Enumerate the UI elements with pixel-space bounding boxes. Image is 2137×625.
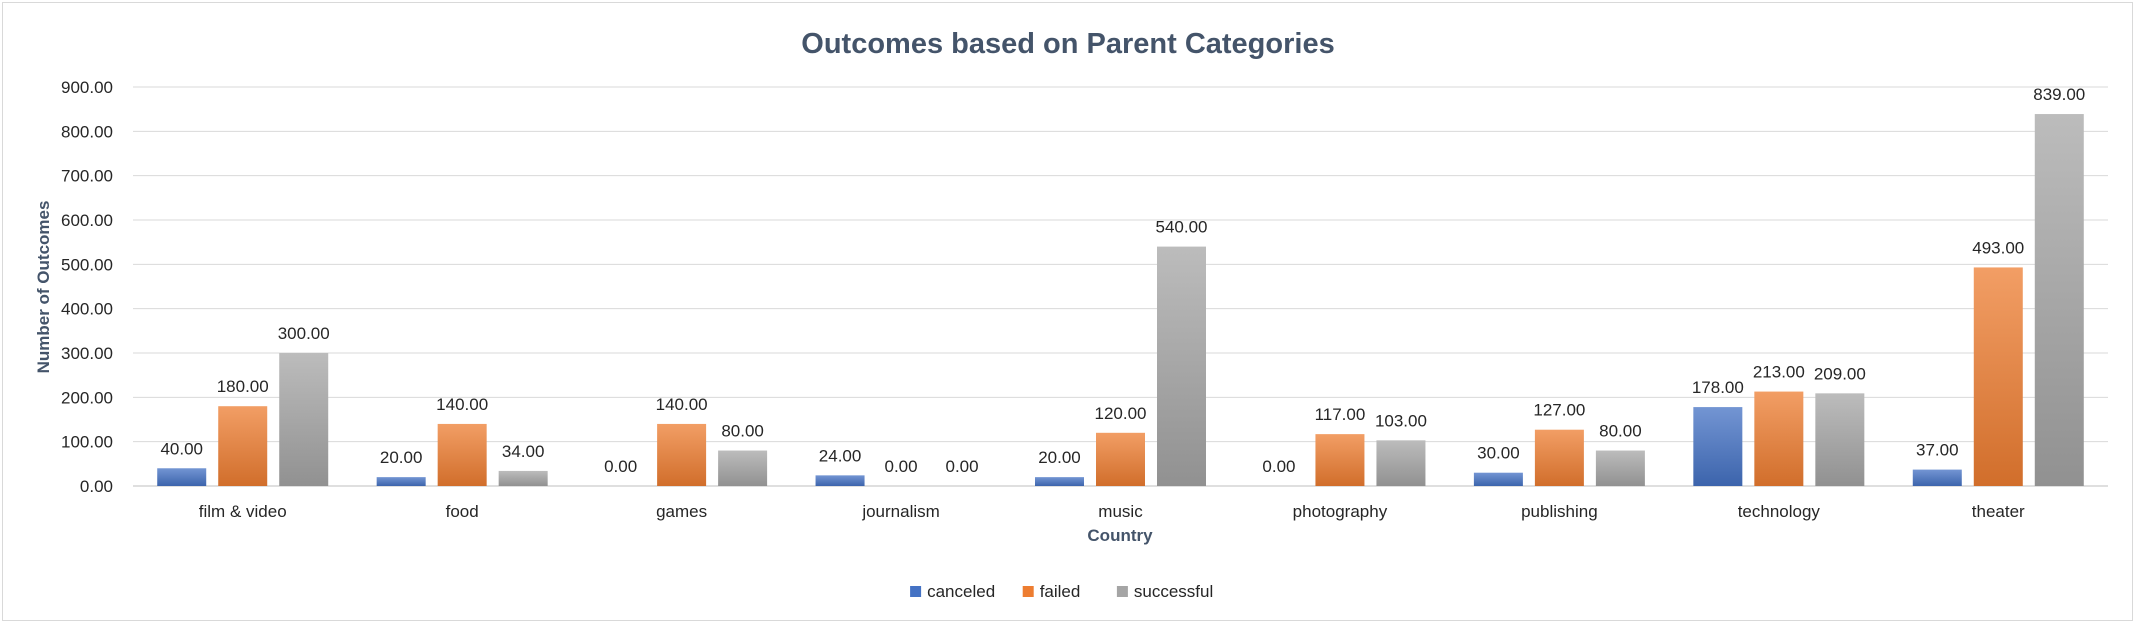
x-axis-title: Country [1087, 526, 1153, 545]
legend-swatch-canceled [910, 586, 922, 597]
x-tick-label-music: music [1098, 502, 1143, 521]
data-label-journalism-failed: 0.00 [885, 457, 918, 476]
y-tick-label: 400.00 [61, 300, 113, 319]
x-tick-label-publishing: publishing [1521, 502, 1598, 521]
gridlines [133, 86, 2108, 487]
data-label-publishing-canceled: 30.00 [1477, 444, 1520, 463]
x-tick-label-technology: technology [1738, 502, 1821, 521]
bar-food-successful [498, 470, 548, 486]
x-axis-ticks: film & video food games journalism music phot… [199, 502, 2025, 521]
y-axis-title: Number of Outcomes [34, 201, 53, 374]
bar-publishing-failed [1534, 429, 1584, 486]
x-tick-label-journalism: journalism [861, 502, 939, 521]
bar-film-video-failed [218, 406, 268, 486]
bars [157, 114, 2084, 486]
bar-games-successful [718, 450, 768, 486]
bar-film-video-successful [279, 353, 329, 486]
data-label-food-successful: 34.00 [502, 442, 545, 461]
x-tick-label-film-video: film & video [199, 502, 287, 521]
data-label-journalism-successful: 0.00 [946, 457, 979, 476]
data-label-film-video-successful: 300.00 [278, 324, 330, 343]
y-axis-ticks: 0.00 100.00 200.00 300.00 400.00 500.00 600.00… [61, 78, 113, 496]
legend-item-successful: successful [1116, 582, 1213, 601]
y-tick-label: 700.00 [61, 167, 113, 186]
bar-photography-successful [1376, 440, 1426, 486]
y-tick-label: 800.00 [61, 122, 113, 141]
bar-games-failed [657, 423, 707, 486]
data-label-publishing-failed: 127.00 [1533, 401, 1585, 420]
bar-music-failed [1096, 432, 1145, 486]
data-label-theater-canceled: 37.00 [1916, 441, 1959, 460]
data-label-technology-canceled: 178.00 [1692, 378, 1744, 397]
legend: canceled failed successful [910, 582, 1213, 601]
data-label-publishing-successful: 80.00 [1599, 422, 1642, 441]
x-tick-label-food: food [446, 502, 479, 521]
data-label-journalism-canceled: 24.00 [819, 446, 862, 465]
bar-technology-failed [1754, 391, 1804, 486]
bar-publishing-successful [1595, 450, 1645, 486]
bar-food-failed [437, 423, 487, 486]
y-tick-label: 0.00 [80, 477, 113, 496]
legend-swatch-successful [1116, 586, 1128, 597]
bar-technology-successful [1815, 393, 1865, 486]
bar-music-canceled [1035, 477, 1084, 486]
x-tick-label-games: games [656, 502, 707, 521]
data-label-technology-successful: 209.00 [1814, 364, 1866, 383]
y-tick-label: 900.00 [61, 78, 113, 97]
data-label-theater-successful: 839.00 [2033, 85, 2085, 104]
y-tick-label: 600.00 [61, 211, 113, 230]
data-label-music-failed: 120.00 [1095, 404, 1147, 423]
data-label-games-failed: 140.00 [656, 395, 708, 414]
bar-journalism-canceled [815, 475, 865, 486]
data-label-games-successful: 80.00 [721, 422, 764, 441]
bar-theater-failed [1973, 267, 2023, 486]
bar-technology-canceled [1693, 407, 1743, 486]
y-tick-label: 200.00 [61, 388, 113, 407]
data-label-games-canceled: 0.00 [604, 457, 637, 476]
data-label-food-canceled: 20.00 [380, 448, 423, 467]
x-tick-label-photography: photography [1293, 502, 1388, 521]
bar-theater-successful [2034, 114, 2084, 486]
legend-item-failed: failed [1022, 582, 1081, 601]
legend-label-canceled: canceled [927, 582, 995, 601]
legend-label-failed: failed [1040, 582, 1081, 601]
data-label-photography-successful: 103.00 [1375, 411, 1427, 430]
bar-publishing-canceled [1473, 472, 1523, 486]
data-label-film-video-canceled: 40.00 [160, 439, 203, 458]
y-tick-label: 300.00 [61, 344, 113, 363]
data-label-food-failed: 140.00 [436, 395, 488, 414]
chart-title: Outcomes based on Parent Categories [801, 28, 1334, 60]
bar-music-successful [1157, 246, 1206, 486]
legend-label-successful: successful [1134, 582, 1213, 601]
bar-food-canceled [376, 477, 426, 486]
data-label-theater-failed: 493.00 [1972, 238, 2024, 257]
data-label-photography-canceled: 0.00 [1262, 457, 1295, 476]
data-labels: 40.00 180.00 300.00 20.00 140.00 34.00 0.00 140… [160, 85, 2085, 476]
x-tick-label-theater: theater [1972, 502, 2025, 521]
data-label-music-successful: 540.00 [1156, 218, 1208, 237]
bar-photography-failed [1315, 434, 1365, 486]
data-label-film-video-failed: 180.00 [217, 377, 269, 396]
data-label-technology-failed: 213.00 [1753, 363, 1805, 382]
data-label-photography-failed: 117.00 [1315, 405, 1366, 424]
bar-chart: Outcomes based on Parent Categories 0.00… [34, 28, 2108, 601]
bar-theater-canceled [1912, 469, 1962, 486]
legend-item-canceled: canceled [910, 582, 995, 601]
y-tick-label: 500.00 [61, 255, 113, 274]
y-tick-label: 100.00 [61, 433, 113, 452]
data-label-music-canceled: 20.00 [1038, 448, 1081, 467]
legend-swatch-failed [1022, 586, 1034, 597]
bar-film-video-canceled [157, 468, 207, 486]
